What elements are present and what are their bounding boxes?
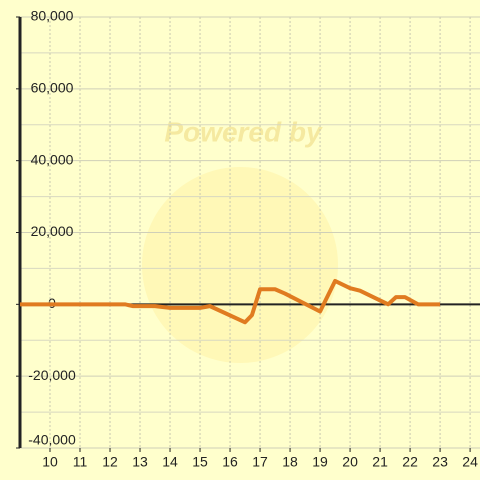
y-tick-label: 20,000 — [31, 223, 74, 239]
watermark: Powered by — [164, 116, 323, 147]
y-tick-label: 80,000 — [31, 8, 74, 24]
line — [20, 278, 441, 325]
x-tick-label: 13 — [132, 454, 148, 470]
watermark-logo — [142, 167, 338, 363]
x-tick-label: 22 — [402, 454, 418, 470]
x-tick-label: 10 — [42, 454, 58, 470]
x-tick-label: 17 — [252, 454, 268, 470]
x-tick-label: 21 — [372, 454, 388, 470]
x-tick-label: 23 — [432, 454, 448, 470]
x-tick-label: 11 — [73, 454, 88, 470]
x-tick-label: 24 — [462, 454, 478, 470]
x-tick-label: 18 — [282, 454, 298, 470]
x-tick-label: 12 — [102, 454, 118, 470]
x-tick-label: 14 — [162, 454, 178, 470]
y-tick-label: 60,000 — [31, 80, 74, 96]
x-tick-label: 20 — [342, 454, 358, 470]
x-tick-label: 15 — [192, 454, 208, 470]
y-tick-label: -20,000 — [28, 367, 76, 383]
y-tick-label: -40,000 — [28, 432, 76, 448]
y-tick-label: 40,000 — [31, 151, 74, 167]
x-tick-label: 16 — [222, 454, 238, 470]
x-tick-label: 19 — [312, 454, 328, 470]
